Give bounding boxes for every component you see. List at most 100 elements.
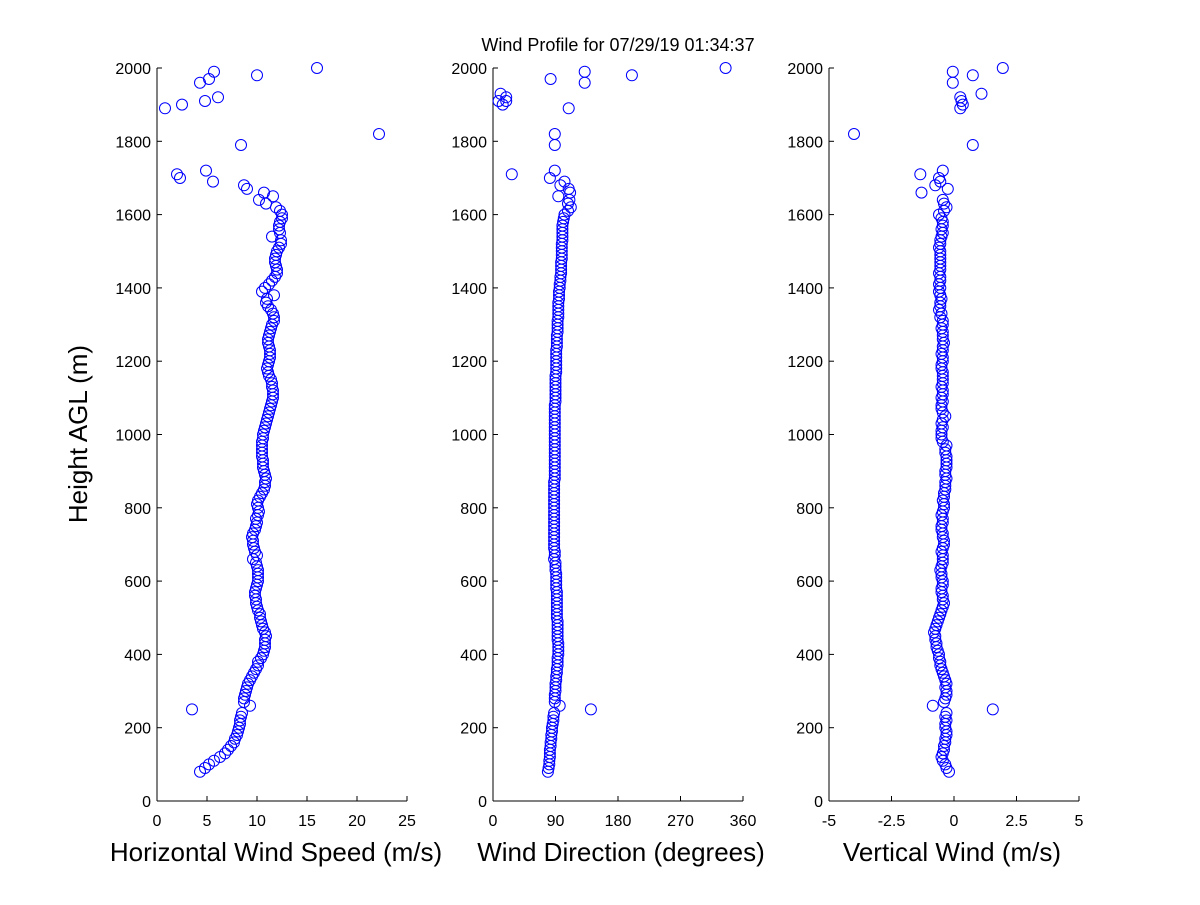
data-point: [264, 402, 276, 415]
data-point: [263, 329, 275, 342]
data-point: [251, 600, 263, 613]
data-point: [259, 468, 271, 481]
data-point: [259, 421, 271, 434]
x-tick-label: -5: [822, 813, 836, 830]
data-point: [946, 76, 959, 89]
y-tick-label: 1600: [787, 208, 823, 225]
y-tick-label: 800: [796, 501, 823, 518]
x-tick-label: 0: [489, 813, 498, 830]
data-point: [273, 223, 285, 236]
data-point: [200, 164, 212, 177]
panel-direction: 0 200 400 600 800 1000 1200 1400 1600 1800 2000 0 90…: [451, 61, 764, 867]
data-point: [244, 699, 256, 712]
data-point: [159, 102, 171, 115]
data-point: [240, 685, 252, 697]
y-tick-label: 800: [460, 501, 487, 518]
data-point: [262, 410, 274, 423]
data-point: [257, 622, 269, 635]
y-tick-label: 400: [796, 647, 823, 664]
data-point: [966, 139, 979, 151]
data-point: [261, 413, 273, 426]
x-tick-label: 5: [1075, 813, 1084, 830]
data-point: [232, 725, 244, 738]
x-tick-label: 25: [398, 813, 416, 830]
data-point: [207, 175, 219, 188]
y-tick-label: 1800: [451, 134, 487, 151]
x-tick-label: 15: [298, 813, 316, 830]
data-point: [946, 65, 959, 78]
data-point: [263, 406, 275, 419]
y-tick-label: 1000: [787, 428, 823, 445]
data-point: [943, 765, 955, 778]
y-tick-label: 600: [460, 574, 487, 591]
y-tick-label: 1800: [115, 134, 151, 151]
data-points: [159, 62, 385, 778]
data-point: [936, 314, 949, 327]
x-axis-label: Horizontal Wind Speed (m/s): [110, 837, 442, 867]
data-point: [986, 703, 999, 716]
y-tick-label: 1400: [115, 281, 151, 298]
data-point: [268, 289, 280, 302]
data-point: [241, 182, 253, 195]
y-tick-label: 0: [142, 794, 151, 811]
data-point: [940, 707, 953, 719]
data-point: [251, 69, 263, 82]
data-point: [268, 314, 280, 327]
data-point: [547, 710, 560, 723]
data-point: [966, 69, 979, 82]
x-axis-label: Vertical Wind (m/s): [843, 837, 1061, 867]
x-tick-label: 0: [950, 813, 959, 830]
data-points: [848, 62, 1009, 778]
y-tick-label: 1800: [787, 134, 823, 151]
data-point: [258, 424, 270, 437]
data-point: [256, 285, 268, 298]
data-point: [203, 73, 215, 85]
data-point: [270, 248, 282, 261]
data-point: [926, 699, 939, 712]
data-point: [249, 545, 261, 558]
data-point: [250, 556, 262, 569]
data-point: [252, 659, 264, 672]
x-axis-label: Wind Direction (degrees): [477, 837, 765, 867]
data-point: [199, 762, 211, 774]
data-point: [936, 164, 949, 177]
data-point: [265, 303, 277, 316]
data-point: [263, 369, 275, 382]
data-point: [174, 172, 186, 184]
data-point: [564, 201, 577, 214]
data-point: [265, 399, 277, 412]
x-tick-label: 360: [730, 813, 757, 830]
data-point: [941, 182, 954, 195]
data-point: [246, 531, 258, 544]
data-point: [584, 703, 597, 716]
data-point: [548, 128, 561, 140]
y-tick-label: 200: [124, 721, 151, 738]
y-tick-label: 2000: [115, 61, 151, 78]
data-point: [935, 307, 948, 320]
data-point: [260, 630, 272, 643]
x-tick-label: 180: [605, 813, 632, 830]
y-tick-label: 800: [124, 501, 151, 518]
x-tick-label: 5: [203, 813, 212, 830]
y-tick-label: 1600: [451, 208, 487, 225]
data-point: [954, 91, 967, 104]
data-point: [562, 102, 575, 115]
data-point: [251, 578, 263, 591]
data-point: [260, 417, 272, 430]
data-point: [543, 172, 556, 184]
data-point: [276, 212, 288, 225]
y-tick-label: 1200: [451, 354, 487, 371]
data-point: [253, 505, 265, 518]
data-point: [578, 65, 591, 78]
y-tick-label: 200: [796, 721, 823, 738]
data-point: [848, 128, 860, 140]
data-point: [266, 230, 278, 243]
data-point: [260, 472, 272, 485]
data-point: [266, 380, 278, 393]
x-tick-label: 2.5: [1005, 813, 1027, 830]
y-tick-label: 400: [460, 647, 487, 664]
y-tick-label: 1000: [451, 428, 487, 445]
data-point: [212, 91, 224, 104]
data-point: [548, 164, 561, 177]
panel-horizontal: 0 200 400 600 800 1000 1200 1400 1600 1800 2000 0 5 1…: [110, 61, 442, 867]
